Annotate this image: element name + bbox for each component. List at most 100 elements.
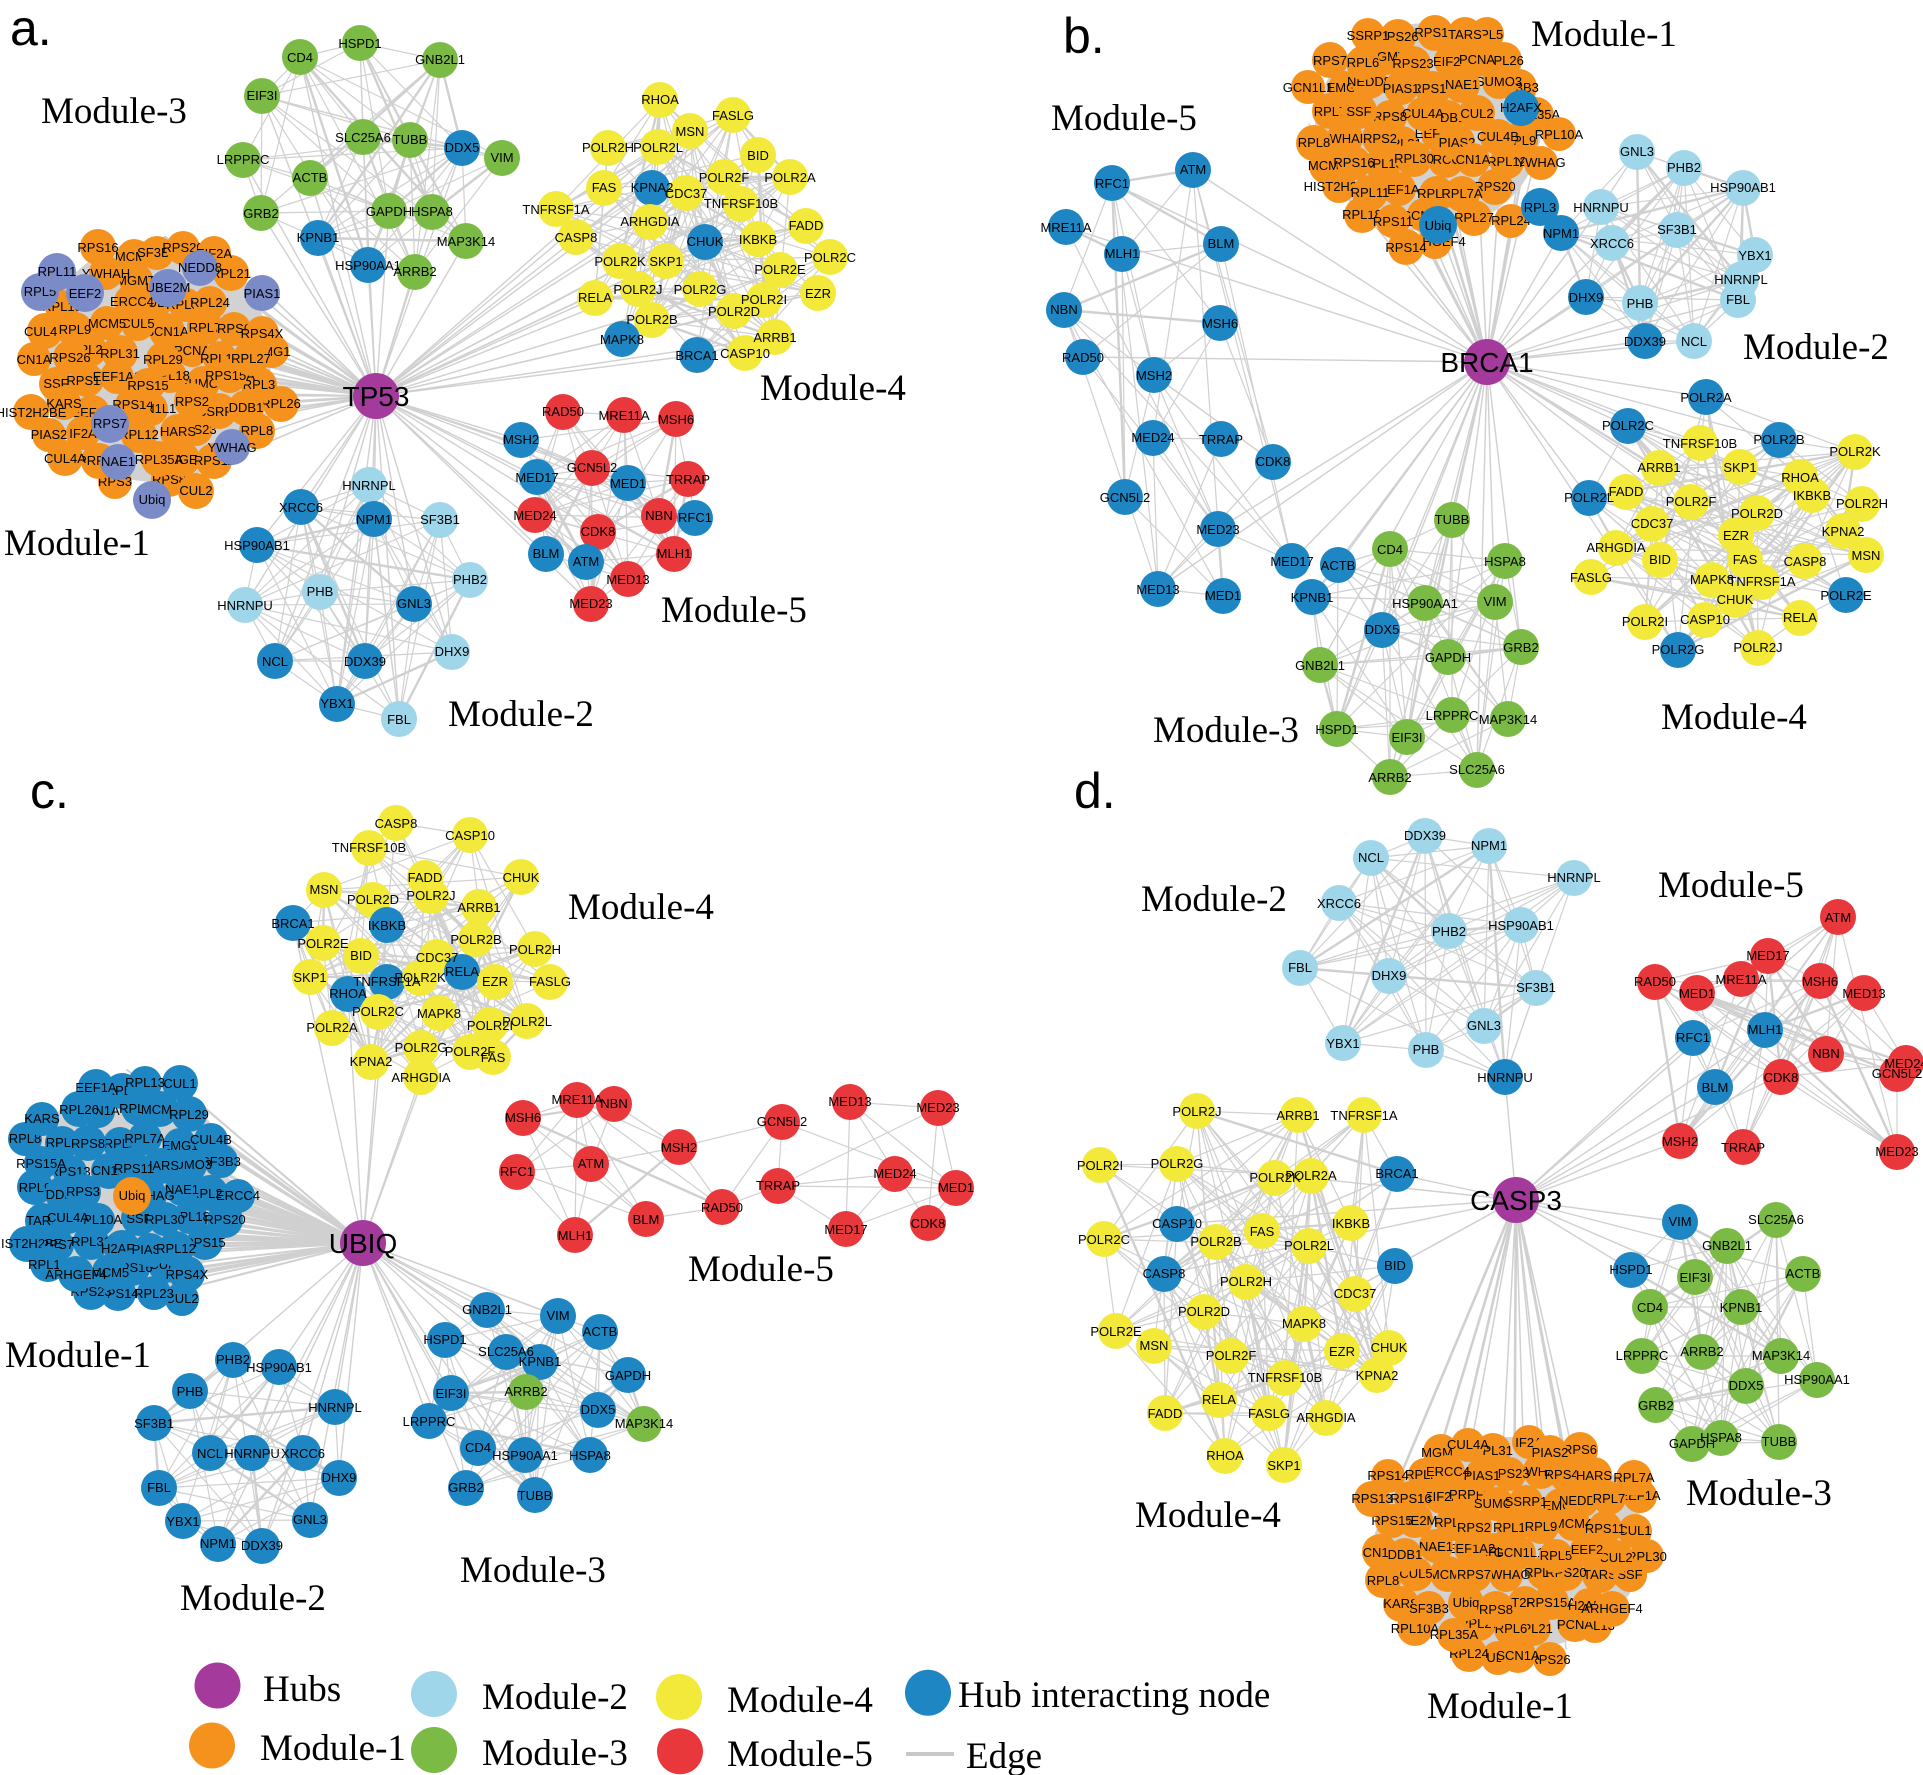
svg-text:RPL6: RPL6 — [1347, 55, 1380, 70]
svg-text:RPS8: RPS8 — [71, 1136, 105, 1151]
svg-text:HSPA8: HSPA8 — [1700, 1430, 1742, 1445]
svg-text:MRE11A: MRE11A — [1715, 972, 1766, 987]
svg-text:PCNA: PCNA — [1459, 52, 1495, 67]
svg-text:NBN: NBN — [645, 508, 672, 523]
svg-text:RPL26: RPL26 — [261, 396, 301, 411]
svg-text:POLR2G: POLR2G — [674, 282, 727, 297]
svg-text:IKBKB: IKBKB — [1793, 488, 1831, 503]
svg-text:FAS: FAS — [592, 180, 617, 195]
svg-text:RPS15A: RPS15A — [16, 1156, 66, 1171]
svg-text:FASLG: FASLG — [1570, 570, 1612, 585]
svg-text:RPL26: RPL26 — [59, 1102, 99, 1117]
svg-text:TNFRSF1A: TNFRSF1A — [1330, 1108, 1398, 1123]
svg-text:MED23: MED23 — [1196, 522, 1239, 537]
svg-text:CUL5: CUL5 — [121, 316, 154, 331]
svg-text:GCN5L2: GCN5L2 — [1100, 490, 1151, 505]
svg-text:MSH6: MSH6 — [658, 412, 694, 427]
svg-text:SKP1: SKP1 — [293, 970, 326, 985]
svg-text:POLR2E: POLR2E — [1090, 1324, 1142, 1339]
svg-text:RPL5: RPL5 — [1540, 1548, 1573, 1563]
svg-text:CUL4B: CUL4B — [190, 1132, 232, 1147]
svg-text:MED17: MED17 — [824, 1222, 867, 1237]
svg-text:RPL12: RPL12 — [119, 427, 159, 442]
svg-text:FADD: FADD — [789, 218, 824, 233]
svg-text:POLR2H: POLR2H — [1220, 1274, 1272, 1289]
svg-text:HSP90AA1: HSP90AA1 — [1392, 596, 1458, 611]
svg-text:RPS26: RPS26 — [1529, 1652, 1570, 1667]
svg-text:MED24: MED24 — [513, 508, 556, 523]
svg-text:TP53: TP53 — [343, 381, 410, 412]
svg-text:RHOA: RHOA — [329, 986, 367, 1001]
svg-text:HNRNPL: HNRNPL — [1547, 870, 1600, 885]
svg-text:Module-4: Module-4 — [1135, 1495, 1281, 1536]
svg-text:TRRAP: TRRAP — [1721, 1140, 1765, 1155]
svg-text:POLR2C: POLR2C — [352, 1004, 404, 1019]
svg-text:ACTB: ACTB — [583, 1324, 618, 1339]
svg-text:ARHGEF4: ARHGEF4 — [1581, 1601, 1642, 1616]
svg-text:FASLG: FASLG — [712, 108, 754, 123]
svg-text:RAD50: RAD50 — [1062, 350, 1104, 365]
svg-text:EIF3I: EIF3I — [435, 1386, 466, 1401]
svg-text:CUL4A: CUL4A — [1402, 106, 1444, 121]
svg-text:ACTB: ACTB — [1786, 1266, 1821, 1281]
svg-text:RPL29: RPL29 — [143, 352, 183, 367]
svg-text:EIF3I: EIF3I — [1679, 1270, 1710, 1285]
svg-text:MSH6: MSH6 — [1202, 316, 1238, 331]
svg-text:RPS16: RPS16 — [77, 240, 118, 255]
svg-text:SKP1: SKP1 — [1723, 460, 1756, 475]
svg-text:ARHGEF4: ARHGEF4 — [45, 1267, 106, 1282]
svg-text:RPL8: RPL8 — [9, 1131, 42, 1146]
svg-text:GRB2: GRB2 — [243, 206, 278, 221]
svg-text:SKP1: SKP1 — [1267, 1458, 1300, 1473]
svg-text:RPL11: RPL11 — [38, 264, 77, 279]
svg-text:HSP90AB1: HSP90AB1 — [246, 1360, 312, 1375]
svg-text:ERCC4: ERCC4 — [1426, 1464, 1470, 1479]
svg-text:EEF1A2: EEF1A2 — [93, 369, 141, 384]
svg-text:NCL: NCL — [197, 1446, 223, 1461]
svg-text:UBE2M: UBE2M — [146, 280, 191, 295]
svg-text:POLR2H: POLR2H — [1836, 496, 1888, 511]
svg-text:CUL2: CUL2 — [1599, 1550, 1632, 1565]
svg-text:Module-1: Module-1 — [1427, 1686, 1573, 1727]
svg-text:Module-2: Module-2 — [448, 694, 594, 735]
svg-text:KARS: KARS — [24, 1111, 60, 1126]
svg-text:YBX1: YBX1 — [320, 696, 353, 711]
svg-text:GCN1L1: GCN1L1 — [1283, 80, 1334, 95]
svg-text:HARS: HARS — [1576, 1468, 1612, 1483]
svg-text:HSP90AA1: HSP90AA1 — [335, 258, 401, 273]
svg-text:CD4: CD4 — [1377, 542, 1403, 557]
svg-text:Hubs: Hubs — [263, 1669, 341, 1710]
svg-text:BLM: BLM — [633, 1212, 660, 1227]
svg-text:HSPD1: HSPD1 — [1609, 1262, 1652, 1277]
svg-text:POLR2F: POLR2F — [1666, 494, 1717, 509]
svg-text:Module-1: Module-1 — [5, 1335, 151, 1376]
svg-text:RPL7A: RPL7A — [1441, 186, 1483, 201]
svg-text:HNRNPU: HNRNPU — [217, 598, 273, 613]
svg-text:POLR2B: POLR2B — [1190, 1234, 1241, 1249]
svg-text:HSPD1: HSPD1 — [423, 1332, 466, 1347]
svg-text:MSN: MSN — [1140, 1338, 1169, 1353]
svg-text:MED24: MED24 — [1131, 430, 1174, 445]
svg-text:TRRAP: TRRAP — [756, 1178, 800, 1193]
svg-text:BID: BID — [1384, 1258, 1406, 1273]
svg-text:FBL: FBL — [147, 1480, 171, 1495]
svg-text:RPL27: RPL27 — [231, 351, 271, 366]
svg-text:CD4: CD4 — [1637, 1300, 1663, 1315]
svg-text:RPS7: RPS7 — [93, 416, 127, 431]
svg-text:Module-2: Module-2 — [1743, 327, 1889, 368]
svg-text:MGMT: MGMT — [116, 273, 156, 288]
svg-text:POLR2I: POLR2I — [741, 292, 787, 307]
svg-text:RPL8: RPL8 — [1298, 135, 1331, 150]
svg-text:SUMO3: SUMO3 — [1476, 74, 1522, 89]
svg-text:RPS13: RPS13 — [66, 373, 107, 388]
svg-text:DDB1: DDB1 — [229, 400, 264, 415]
svg-text:EIF2A: EIF2A — [1424, 1489, 1460, 1504]
svg-text:XRCC6: XRCC6 — [279, 500, 323, 515]
svg-text:VIM: VIM — [490, 150, 513, 165]
svg-text:YBX1: YBX1 — [1326, 1036, 1359, 1051]
svg-text:VIM: VIM — [1483, 594, 1506, 609]
svg-text:POLR2C: POLR2C — [1602, 418, 1654, 433]
svg-text:MED13: MED13 — [606, 572, 649, 587]
svg-text:RELA: RELA — [1783, 610, 1817, 625]
svg-text:ARRB2: ARRB2 — [1368, 770, 1411, 785]
